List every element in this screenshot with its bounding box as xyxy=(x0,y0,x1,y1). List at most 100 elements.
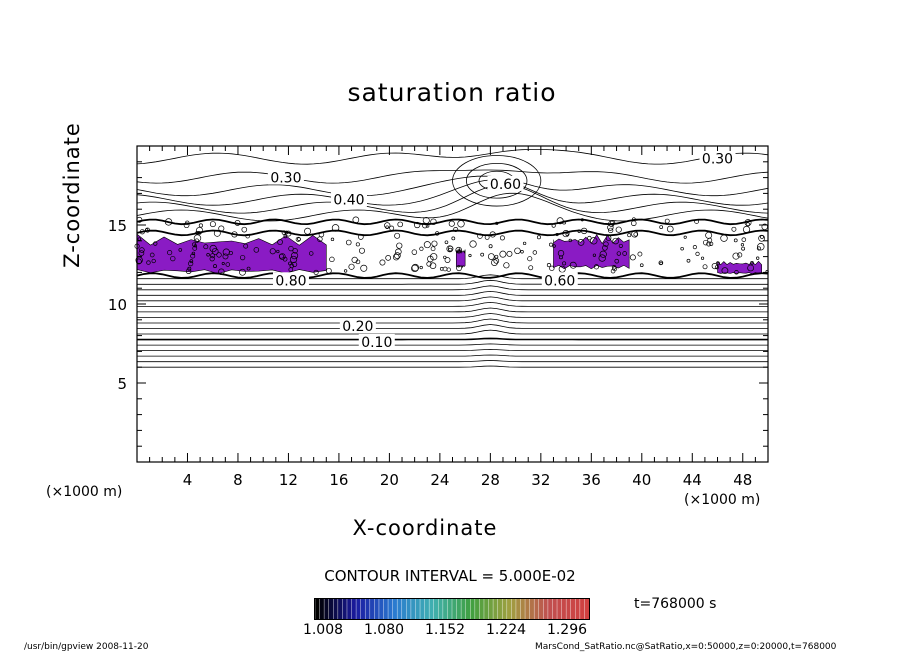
contour-speck xyxy=(503,262,510,269)
contour-speck xyxy=(447,245,454,252)
contour-line xyxy=(136,192,769,222)
contour-speck xyxy=(291,261,298,268)
colorbar-swatch xyxy=(456,599,462,619)
x-tick-label: 20 xyxy=(380,471,399,489)
contour-speck xyxy=(456,265,462,272)
contour-speck xyxy=(439,267,444,271)
contour-speck xyxy=(457,220,465,228)
colorbar-swatch xyxy=(420,599,426,619)
contour-line xyxy=(137,290,768,296)
contour-label: 0.30 xyxy=(270,171,301,187)
colorbar-swatch xyxy=(561,599,567,619)
contour-line xyxy=(136,149,769,165)
contour-line xyxy=(137,360,768,363)
contour-line xyxy=(137,285,768,291)
contour-speck xyxy=(557,250,565,257)
colorbar-tick-label: 1.008 xyxy=(302,622,344,638)
contour-speck xyxy=(514,247,521,255)
contour-speck xyxy=(209,256,215,262)
contour-line xyxy=(137,365,768,368)
contour-speck xyxy=(419,265,423,270)
contour-speck xyxy=(740,243,745,247)
contour-speck xyxy=(480,252,485,257)
contour-speck xyxy=(430,246,436,252)
contour-speck xyxy=(532,250,538,255)
contour-speck xyxy=(355,242,360,247)
contour-speck xyxy=(446,267,451,272)
plot-frame xyxy=(136,145,769,463)
y-tick-label: 5 xyxy=(117,375,127,393)
contour-line xyxy=(136,169,769,184)
colorbar-swatch xyxy=(461,599,467,619)
contour-speck xyxy=(448,220,455,227)
contour-line xyxy=(137,313,768,318)
contour-speck xyxy=(499,235,505,241)
colorbar-swatch xyxy=(365,599,371,619)
contour-line xyxy=(137,307,768,313)
x-tick-label: 8 xyxy=(233,471,243,489)
colorbar-swatch xyxy=(552,599,558,619)
colorbar-swatch xyxy=(342,599,348,619)
contour-speck xyxy=(389,225,395,231)
contour-speck xyxy=(616,251,622,256)
contour-line xyxy=(136,218,769,226)
contour-speck xyxy=(683,235,687,239)
contour-speck xyxy=(664,218,670,224)
x-tick-label: 36 xyxy=(582,471,601,489)
colorbar-tick-label: 1.224 xyxy=(485,622,527,638)
contour-speck xyxy=(360,264,368,272)
contour-speck xyxy=(225,262,231,267)
contour-speck xyxy=(633,232,638,237)
contour-speck xyxy=(756,246,761,251)
colorbar-swatch xyxy=(575,599,581,619)
contour-speck xyxy=(329,256,335,263)
contour-speck xyxy=(195,226,204,235)
contour-speck xyxy=(269,248,276,255)
contour-line xyxy=(137,348,768,351)
contour-speck xyxy=(756,256,760,260)
contour-speck xyxy=(494,254,499,259)
contour-speck xyxy=(711,262,718,270)
colorbar xyxy=(314,598,590,620)
contour-speck xyxy=(622,251,627,256)
contour-speck xyxy=(146,260,151,265)
colorbar-swatch xyxy=(515,599,521,619)
contour-label: 0.30 xyxy=(702,152,733,168)
x-unit-left: (×1000 m) xyxy=(46,484,123,500)
contour-line xyxy=(137,354,768,357)
contour-speck xyxy=(607,227,614,234)
contour-speck xyxy=(430,253,438,261)
contour-speck xyxy=(206,252,210,257)
x-tick-label: 16 xyxy=(329,471,348,489)
contour-line xyxy=(137,296,768,302)
contour-speck xyxy=(313,269,319,275)
contour-speck xyxy=(190,253,196,259)
x-tick-label: 32 xyxy=(531,471,550,489)
x-tick-label: 4 xyxy=(183,471,193,489)
contour-speck xyxy=(358,247,365,254)
contour-speck xyxy=(536,235,541,240)
contour-speck xyxy=(210,253,216,259)
contour-speck xyxy=(562,261,567,266)
contour-line xyxy=(137,324,768,329)
contour-speck xyxy=(343,269,348,273)
contour-speck xyxy=(444,257,451,263)
contour-speck xyxy=(692,245,697,250)
contour-speck xyxy=(384,222,391,229)
x-unit-right: (×1000 m) xyxy=(684,492,761,508)
contour-label-bg xyxy=(272,272,309,288)
contour-speck xyxy=(569,261,577,269)
colorbar-swatch xyxy=(525,599,531,619)
contour-speck xyxy=(615,226,622,233)
colorbar-swatch xyxy=(324,599,330,619)
contour-speck xyxy=(289,255,298,264)
contour-speck xyxy=(397,221,404,228)
contour-closed xyxy=(452,155,542,207)
contour-speck xyxy=(430,218,437,225)
colorbar-swatch xyxy=(529,599,535,619)
contour-speck xyxy=(185,268,192,275)
y-axis-label: Z-coordinate xyxy=(60,122,84,268)
contour-speck xyxy=(442,266,448,272)
x-tick-label: 48 xyxy=(733,471,752,489)
